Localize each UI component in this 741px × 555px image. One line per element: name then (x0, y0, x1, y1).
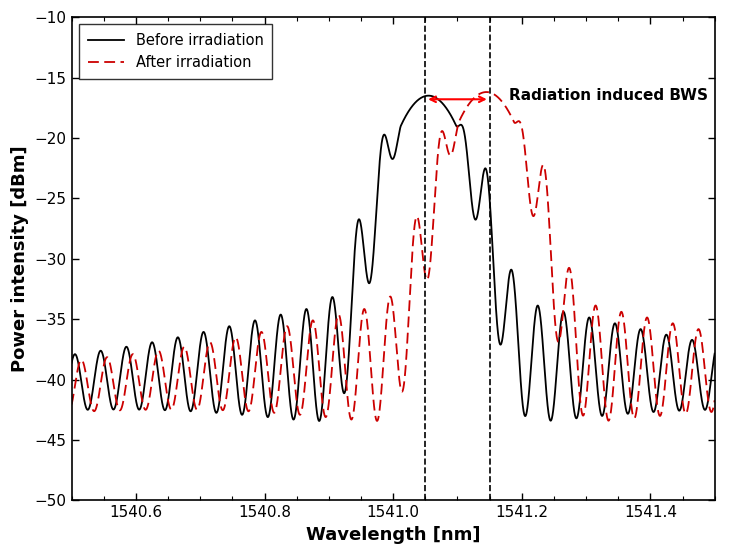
Before irradiation (456, 122, 465, 128)
After irradiation (227, 349, 236, 355)
After irradiation (668, 320, 677, 327)
Before irradiation (315, 418, 324, 425)
Before irradiation (528, 348, 536, 355)
Before irradiation (480, 166, 489, 173)
Legend: Before irradiation, After irradiation: Before irradiation, After irradiation (79, 24, 273, 79)
X-axis label: Wavelength [nm]: Wavelength [nm] (306, 526, 480, 544)
After irradiation (371, 415, 380, 421)
After irradiation (482, 89, 491, 95)
Before irradiation (227, 331, 236, 338)
After irradiation (373, 417, 382, 424)
Before irradiation (668, 372, 677, 379)
After irradiation (456, 115, 465, 122)
After irradiation (480, 89, 489, 95)
Y-axis label: Power intensity [dBm]: Power intensity [dBm] (11, 145, 29, 372)
After irradiation (528, 211, 536, 218)
Before irradiation (710, 350, 719, 357)
Before irradiation (67, 360, 76, 366)
Line: Before irradiation: Before irradiation (72, 95, 714, 421)
After irradiation (67, 401, 76, 408)
Before irradiation (424, 92, 433, 99)
Before irradiation (371, 215, 380, 222)
Text: Radiation induced BWS: Radiation induced BWS (509, 88, 708, 103)
After irradiation (710, 397, 719, 403)
Line: After irradiation: After irradiation (72, 92, 714, 421)
